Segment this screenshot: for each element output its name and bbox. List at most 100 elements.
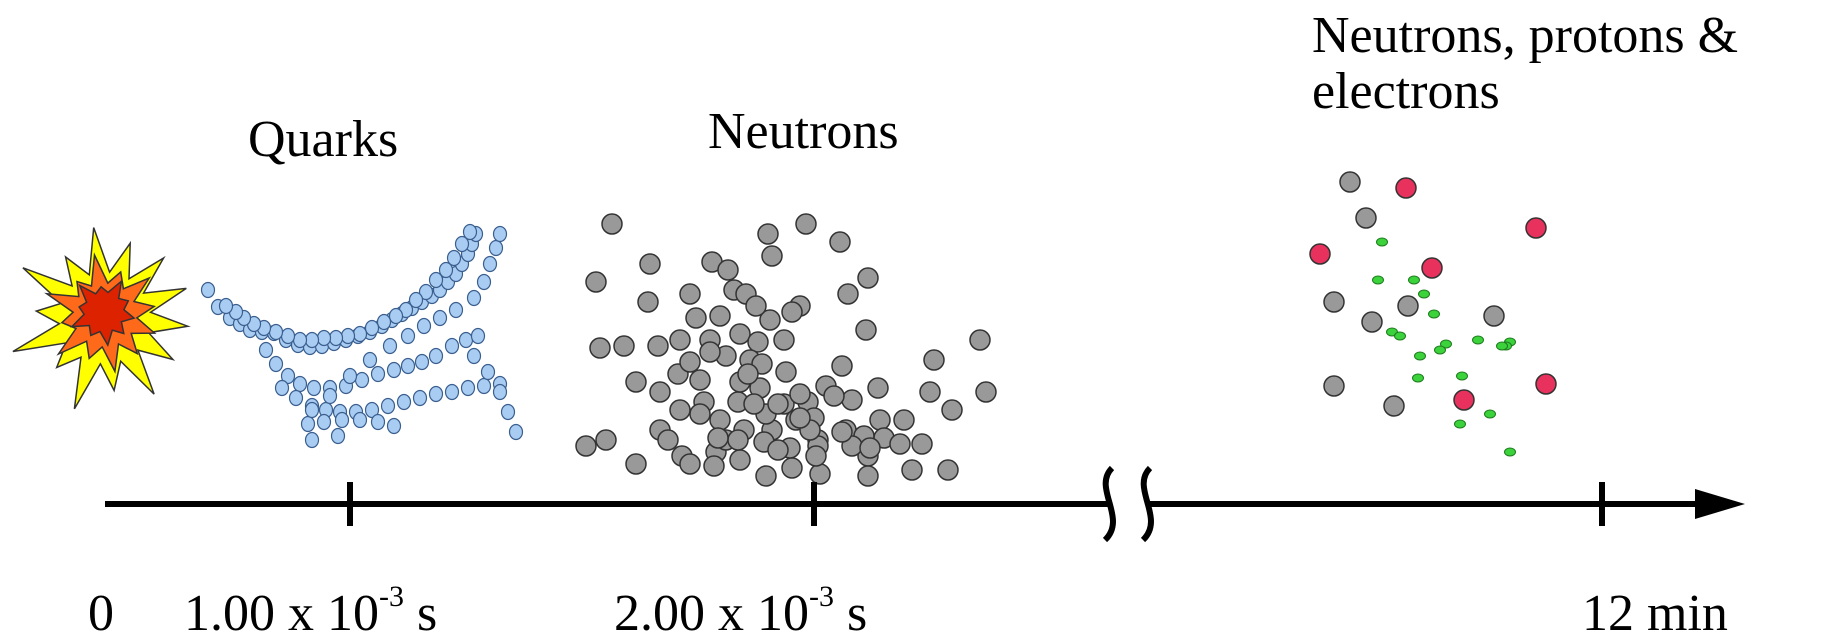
quark-particle [274, 379, 290, 397]
neutron-particle [707, 427, 729, 449]
quark-particle [316, 329, 332, 347]
electron-particle [1434, 345, 1446, 355]
neutron-particle [911, 433, 933, 455]
electron-particle [1456, 371, 1468, 381]
neutron-proton-electron-cloud [1309, 171, 1557, 457]
quark-particle [428, 385, 444, 403]
neutron-particle [937, 459, 959, 481]
neutron-particle [699, 341, 721, 363]
electron-particle [1412, 373, 1424, 383]
neutron-particle [1483, 305, 1505, 327]
neutron-particle [1355, 207, 1377, 229]
neutron-particle [639, 253, 661, 275]
neutron-particle [923, 349, 945, 371]
neutron-particle [767, 439, 789, 461]
stage-label-neutrons-protons-electrons: Neutrons, protons & electrons [1312, 7, 1739, 121]
electron-particle [1414, 351, 1426, 361]
neutron-particle [805, 445, 827, 467]
stage-label-neutrons: Neutrons [708, 103, 899, 160]
neutron-particle [869, 409, 891, 431]
quark-particle [470, 327, 486, 345]
neutron-particle [837, 283, 859, 305]
quark-particle [466, 347, 482, 365]
proton-particle [1535, 373, 1557, 395]
neutron-particle [795, 213, 817, 235]
electron-particle [1504, 447, 1516, 457]
neutron-particle [585, 271, 607, 293]
tick-label-1-unit: s [404, 585, 438, 642]
quark-particle [476, 377, 492, 395]
neutron-particle [901, 459, 923, 481]
quark-particle [462, 223, 478, 241]
neutron-particle [823, 385, 845, 407]
quark-particle [280, 367, 296, 385]
stage-label-line-1: Neutrons, protons & [1312, 7, 1739, 64]
quark-particle [306, 379, 322, 397]
quark-particle [376, 313, 392, 331]
quark-particle [300, 415, 316, 433]
quark-particle [400, 327, 416, 345]
neutron-particle [859, 437, 881, 459]
neutron-particle [709, 409, 731, 431]
neutron-particle [575, 435, 597, 457]
tick-label-0: 0 [88, 585, 114, 642]
neutron-particle [857, 267, 879, 289]
neutron-particle [789, 407, 811, 429]
quark-particle [352, 411, 368, 429]
explosion-inner-burst [69, 279, 136, 347]
neutron-particle [767, 393, 789, 415]
neutron-particle [1339, 171, 1361, 193]
quark-particle [292, 375, 308, 393]
neutron-particle [941, 399, 963, 421]
quark-particle [352, 325, 368, 343]
neutron-particle [809, 463, 831, 485]
neutron-particle [689, 369, 711, 391]
neutron-particle [1361, 311, 1383, 333]
quark-particle [200, 281, 216, 299]
quark-particle [412, 389, 428, 407]
quark-particle [488, 239, 504, 257]
quark-particle [342, 367, 358, 385]
timeline-axis [105, 465, 1745, 543]
quark-particle [476, 273, 492, 291]
neutron-particle [841, 389, 863, 411]
quark-particle [418, 283, 434, 301]
neutron-particle [589, 337, 611, 359]
quark-particle [408, 291, 424, 309]
quark-particle [416, 317, 432, 335]
neutron-particle [829, 231, 851, 253]
neutron-particle [747, 331, 769, 353]
neutron-particle [729, 449, 751, 471]
neutron-particle [595, 429, 617, 451]
quark-particle [386, 417, 402, 435]
quark-particle [304, 431, 320, 449]
tick-label-1-base: 1.00 x 10 [184, 585, 379, 642]
neutron-particle [669, 329, 691, 351]
quark-particle [370, 365, 386, 383]
electron-particle [1484, 409, 1496, 419]
quark-particle [364, 319, 380, 337]
quark-particle [386, 361, 402, 379]
neutron-particle [969, 329, 991, 351]
neutron-particle [709, 305, 731, 327]
neutron-particle [759, 309, 781, 331]
neutron-particle [679, 351, 701, 373]
stage-label-line-2: electrons [1312, 63, 1500, 121]
quark-particle [446, 249, 462, 267]
quark-particle [460, 379, 476, 397]
quark-particle [414, 353, 430, 371]
quark-particle [268, 323, 284, 341]
neutron-particle [781, 457, 803, 479]
quark-particle [508, 423, 524, 441]
quark-particle [458, 331, 474, 349]
quark-particle [328, 329, 344, 347]
neutron-particle [889, 433, 911, 455]
quark-particle [334, 411, 350, 429]
quark-particle [370, 413, 386, 431]
neutron-particle [601, 213, 623, 235]
neutron-particle [789, 383, 811, 405]
quark-particle [500, 403, 516, 421]
quark-particle [288, 389, 304, 407]
electron-particle [1496, 341, 1508, 351]
neutron-particle [717, 259, 739, 281]
